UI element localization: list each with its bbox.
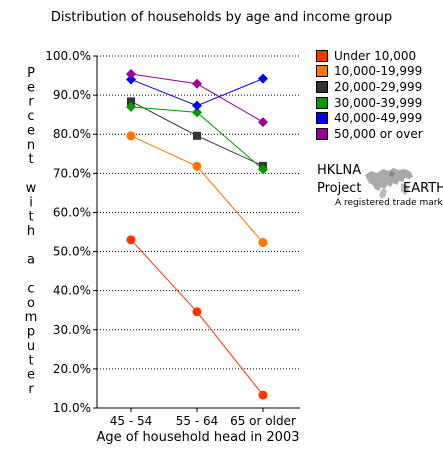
hklna-logo: HKLNA Project EARTH A registered trade m… bbox=[313, 160, 443, 220]
legend-swatch-0 bbox=[316, 50, 328, 62]
series-4-point-1 bbox=[192, 101, 202, 111]
legend-item-4: 40,000-49,999 bbox=[316, 110, 423, 126]
logo-text-hklna: HKLNA bbox=[317, 163, 361, 178]
logo-text-project-earth: Project EARTH bbox=[317, 181, 441, 196]
legend-label-4: 40,000-49,999 bbox=[334, 111, 422, 125]
legend-swatch-5 bbox=[316, 128, 328, 140]
y-tick-label-6: 40.0% bbox=[53, 284, 91, 298]
legend-swatch-1 bbox=[316, 65, 328, 77]
legend-swatch-2 bbox=[316, 81, 328, 93]
series-0-point-0 bbox=[127, 235, 136, 244]
x-tick-label-2: 65 or older bbox=[230, 414, 296, 428]
series-5-point-1 bbox=[192, 79, 202, 89]
y-tick-label-7: 30.0% bbox=[53, 323, 91, 337]
series-0-point-1 bbox=[193, 307, 202, 316]
legend-swatch-3 bbox=[316, 97, 328, 109]
logo-tagline: A registered trade mark bbox=[335, 198, 443, 208]
logo-text-earth: EARTH bbox=[403, 181, 443, 196]
legend-label-2: 20,000-29,999 bbox=[334, 80, 422, 94]
legend-item-3: 30,000-39,999 bbox=[316, 95, 423, 111]
series-4-point-2 bbox=[258, 74, 268, 84]
chart-legend: Under 10,000 10,000-19,999 20,000-29,999… bbox=[316, 48, 423, 142]
series-1-point-1 bbox=[193, 162, 202, 171]
y-tick-label-4: 60.0% bbox=[53, 205, 91, 219]
series-line-0 bbox=[131, 240, 263, 395]
series-0-point-2 bbox=[259, 391, 268, 400]
series-1-point-0 bbox=[127, 131, 136, 140]
x-tick-label-0: 45 - 54 bbox=[110, 414, 153, 428]
x-axis-label: Age of household head in 2003 bbox=[97, 430, 300, 445]
series-5-point-0 bbox=[126, 69, 136, 79]
series-2-point-1 bbox=[193, 132, 201, 140]
legend-item-0: Under 10,000 bbox=[316, 48, 423, 64]
y-tick-label-3: 70.0% bbox=[53, 166, 91, 180]
legend-item-2: 20,000-29,999 bbox=[316, 79, 423, 95]
legend-label-3: 30,000-39,999 bbox=[334, 96, 422, 110]
legend-label-5: 50,000 or over bbox=[334, 127, 423, 141]
logo-text-project: Project bbox=[317, 181, 361, 196]
legend-item-5: 50,000 or over bbox=[316, 126, 423, 142]
y-tick-label-9: 10.0% bbox=[53, 401, 91, 415]
legend-label-1: 10,000-19,999 bbox=[334, 64, 422, 78]
y-tick-label-8: 20.0% bbox=[53, 362, 91, 376]
series-1-point-2 bbox=[259, 238, 268, 247]
y-tick-label-5: 50.0% bbox=[53, 245, 91, 259]
y-tick-label-2: 80.0% bbox=[53, 127, 91, 141]
legend-item-1: 10,000-19,999 bbox=[316, 64, 423, 80]
x-tick-label-1: 55 - 64 bbox=[176, 414, 219, 428]
y-tick-label-0: 100.0% bbox=[45, 49, 91, 63]
legend-label-0: Under 10,000 bbox=[334, 49, 416, 63]
series-5-point-2 bbox=[258, 117, 268, 127]
y-tick-label-1: 90.0% bbox=[53, 88, 91, 102]
legend-swatch-4 bbox=[316, 112, 328, 124]
